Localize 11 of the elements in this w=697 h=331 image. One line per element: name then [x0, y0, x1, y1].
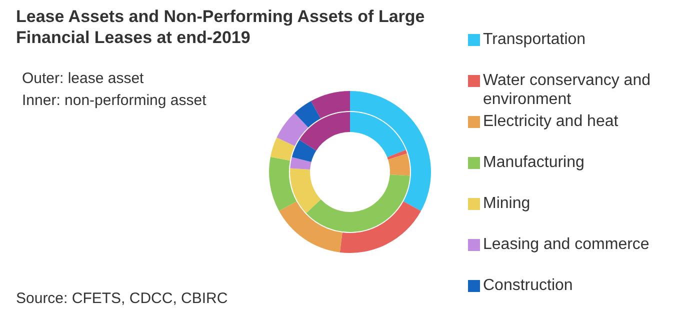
legend-label: Water conservancy and environment: [483, 71, 652, 109]
legend-label: Mining: [483, 194, 530, 213]
legend-label: Leasing and commerce: [483, 235, 650, 254]
legend-label: Electricity and heat: [483, 112, 618, 131]
legend-label: Transportation: [483, 30, 586, 49]
text: Inner: non-performing asset: [22, 91, 206, 111]
legend-label: Manufacturing: [483, 153, 584, 172]
chart-title: Lease Assets and Non-Performing Assets of Large Financial Leases at end-2019: [16, 6, 426, 48]
source-note: Source: CFETS, CDCC, CBIRC: [16, 290, 228, 307]
legend-label: Construction: [483, 276, 573, 295]
text: Outer: lease asset: [22, 69, 145, 89]
